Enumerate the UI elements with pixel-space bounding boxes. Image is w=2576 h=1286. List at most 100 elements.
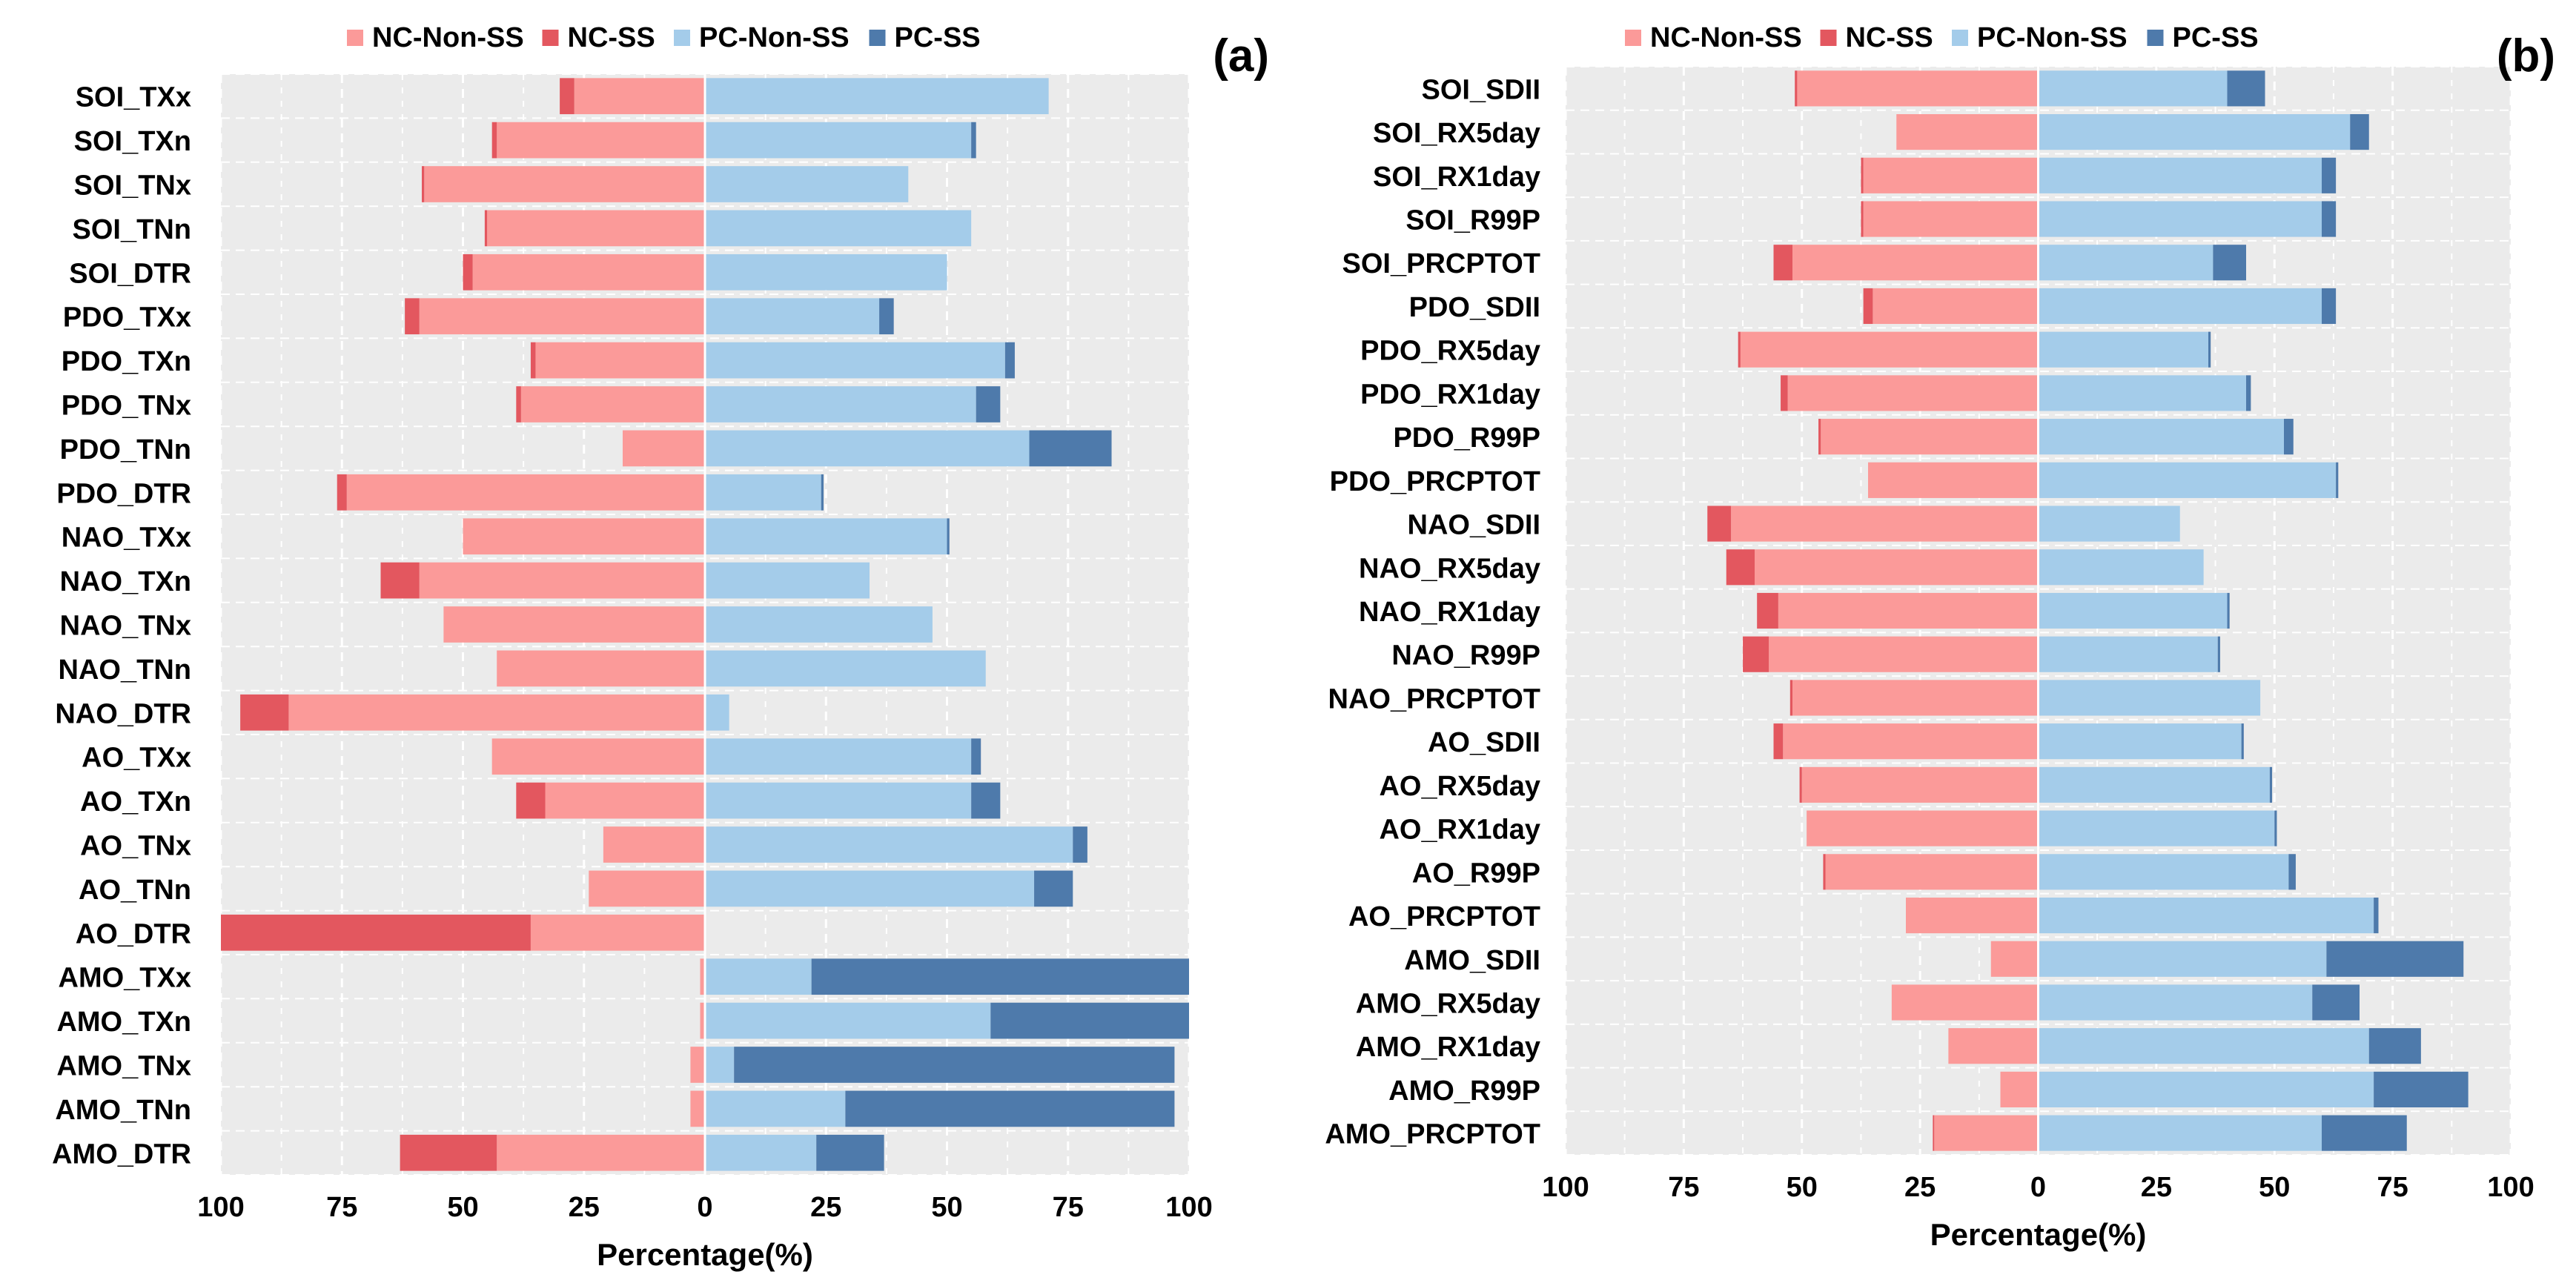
bar-nc-ss-pdo_sdii [1863,288,1873,325]
panel-label: (b) [2497,30,2555,82]
bar-pc-ss-pdo_r99p [2284,419,2294,455]
bar-pc-ss-pdo_rx5day [2208,331,2211,368]
bar-nc-non-ss-soi_tnn [487,210,705,247]
bar-pc-ss-ao_tnn [1034,870,1073,907]
bar-nc-non-ss-soi_rx1day [1863,157,2039,193]
bar-nc-non-ss-pdo_prcptot [1868,462,2039,498]
y-tick-label: NAO_SDII [1408,510,1540,541]
legend: NC-Non-SS NC-SS PC-Non-SS PC-SS [347,22,981,53]
bar-nc-non-ss-pdo_dtr [346,474,705,511]
legend-label: NC-SS [1846,22,1933,53]
bar-pc-ss-ao_r99p [2288,854,2296,890]
bar-pc-non-ss-pdo_rx1day [2038,375,2246,411]
bar-nc-non-ss-ao_rx1day [1807,810,2039,846]
y-tick-label: PDO_TNx [62,391,191,422]
bar-pc-non-ss-ao_tnn [705,870,1035,907]
bar-pc-non-ss-soi_rx1day [2038,157,2322,193]
bar-nc-non-ss-ao_sdii [1783,723,2039,760]
bar-nc-non-ss-nao_sdii [1731,506,2039,542]
bar-nc-ss-amo_prcptot [1933,1115,1935,1151]
y-tick-label: SOI_SDII [1422,74,1541,105]
bar-nc-non-ss-pdo_txn [535,342,705,379]
bar-pc-ss-soi_rx1day [2322,157,2337,193]
y-tick-label: AMO_TXn [56,1007,191,1038]
bar-pc-non-ss-soi_dtr [705,253,947,291]
bar-pc-non-ss-soi_rx5day [2038,114,2351,150]
legend-swatch-nc-ss [542,30,559,46]
bar-pc-non-ss-nao_dtr [705,694,729,731]
bar-nc-non-ss-nao_prcptot [1792,680,2039,716]
bar-nc-non-ss-nao_tnx [443,606,705,643]
bar-pc-non-ss-pdo_sdii [2038,288,2322,325]
bar-nc-non-ss-pdo_tnx [520,386,705,422]
y-tick-label: SOI_RX1day [1373,162,1540,193]
bar-pc-ss-amo_txn [990,1002,1189,1039]
bar-nc-ss-soi_dtr [463,253,473,291]
legend-swatch-nc-non-ss [1625,30,1641,46]
bar-nc-non-ss-nao_r99p [1769,636,2039,672]
bar-pc-ss-amo_sdii [2326,941,2464,977]
y-tick-label: PDO_TXn [62,346,191,377]
bar-nc-non-ss-amo_tnn [690,1090,705,1127]
bar-pc-non-ss-amo_prcptot [2038,1115,2322,1151]
bar-nc-non-ss-nao_rx5day [1755,549,2039,586]
bar-nc-ss-nao_prcptot [1789,680,1792,716]
bar-nc-ss-ao_sdii [1773,723,1784,760]
bar-nc-ss-pdo_r99p [1818,419,1821,455]
bar-pc-non-ss-ao_txn [705,782,972,819]
bars [221,74,1189,1175]
bar-pc-ss-amo_rx5day [2312,984,2360,1021]
bar-nc-non-ss-amo_txx [700,958,705,995]
x-tick-label: 100 [1542,1172,1589,1203]
bar-pc-ss-pdo_rx1day [2246,375,2251,411]
bar-nc-non-ss-soi_tnx [424,166,705,202]
bar-pc-non-ss-ao_rx1day [2038,810,2275,846]
bar-pc-ss-ao_rx5day [2269,766,2273,803]
legend-label: PC-SS [2173,22,2259,53]
bar-nc-non-ss-ao_rx5day [1801,766,2039,803]
bar-pc-ss-ao_prcptot [2374,897,2379,934]
bar-pc-ss-amo_tnx [734,1047,1175,1083]
bar-pc-ss-amo_tnn [845,1090,1175,1127]
bar-nc-ss-soi_tnn [484,210,488,247]
bars [1707,67,2469,1155]
bar-nc-non-ss-ao_prcptot [1906,897,2039,934]
bar-pc-ss-amo_prcptot [2322,1115,2407,1151]
legend-label: PC-Non-SS [699,22,850,53]
y-tick-label: AO_TNn [79,875,191,906]
bar-pc-non-ss-amo_tnx [705,1047,735,1083]
bar-pc-non-ss-ao_txx [705,738,972,775]
bar-nc-non-ss-nao_dtr [288,694,705,731]
y-tick-label: AMO_R99P [1388,1075,1540,1107]
bar-pc-non-ss-pdo_txx [705,298,880,335]
bar-pc-ss-pdo_tnx [976,386,1001,422]
y-tick-label: AO_R99P [1412,858,1540,889]
bar-nc-ss-soi_tnx [421,166,425,202]
x-tick-label: 75 [2377,1172,2408,1203]
y-tick-label: AO_PRCPTOT [1348,901,1540,932]
bar-pc-non-ss-pdo_tnn [705,430,1030,467]
bar-nc-non-ss-ao_txx [491,738,705,775]
bar-nc-ss-pdo_txx [405,298,420,335]
legend-swatch-nc-ss [1820,30,1837,46]
bar-nc-non-ss-amo_rx5day [1891,984,2039,1021]
x-axis-label: Percentage(%) [597,1237,813,1272]
bar-nc-non-ss-pdo_rx1day [1787,375,2039,411]
x-tick-label: 50 [2259,1172,2290,1203]
bar-pc-non-ss-pdo_rx5day [2038,331,2208,368]
bar-pc-non-ss-pdo_r99p [2038,419,2284,455]
y-tick-label: AMO_SDII [1404,945,1540,976]
y-tick-label: SOI_RX5day [1373,118,1540,149]
y-tick-label: NAO_DTR [55,698,191,729]
bar-pc-non-ss-ao_tnx [705,826,1073,863]
bar-pc-non-ss-soi_txx [705,78,1049,115]
y-tick-label: AMO_DTR [52,1138,191,1170]
x-tick-label: 100 [1165,1192,1212,1223]
bar-nc-ss-soi_r99p [1861,201,1864,237]
bar-nc-ss-soi_txx [560,78,575,115]
x-tick-label: 100 [197,1192,244,1223]
y-tick-label: PDO_DTR [56,478,191,509]
bar-pc-ss-ao_rx1day [2274,810,2277,846]
bar-nc-non-ss-ao_tnn [589,870,705,907]
bar-nc-ss-pdo_rx1day [1781,375,1788,411]
